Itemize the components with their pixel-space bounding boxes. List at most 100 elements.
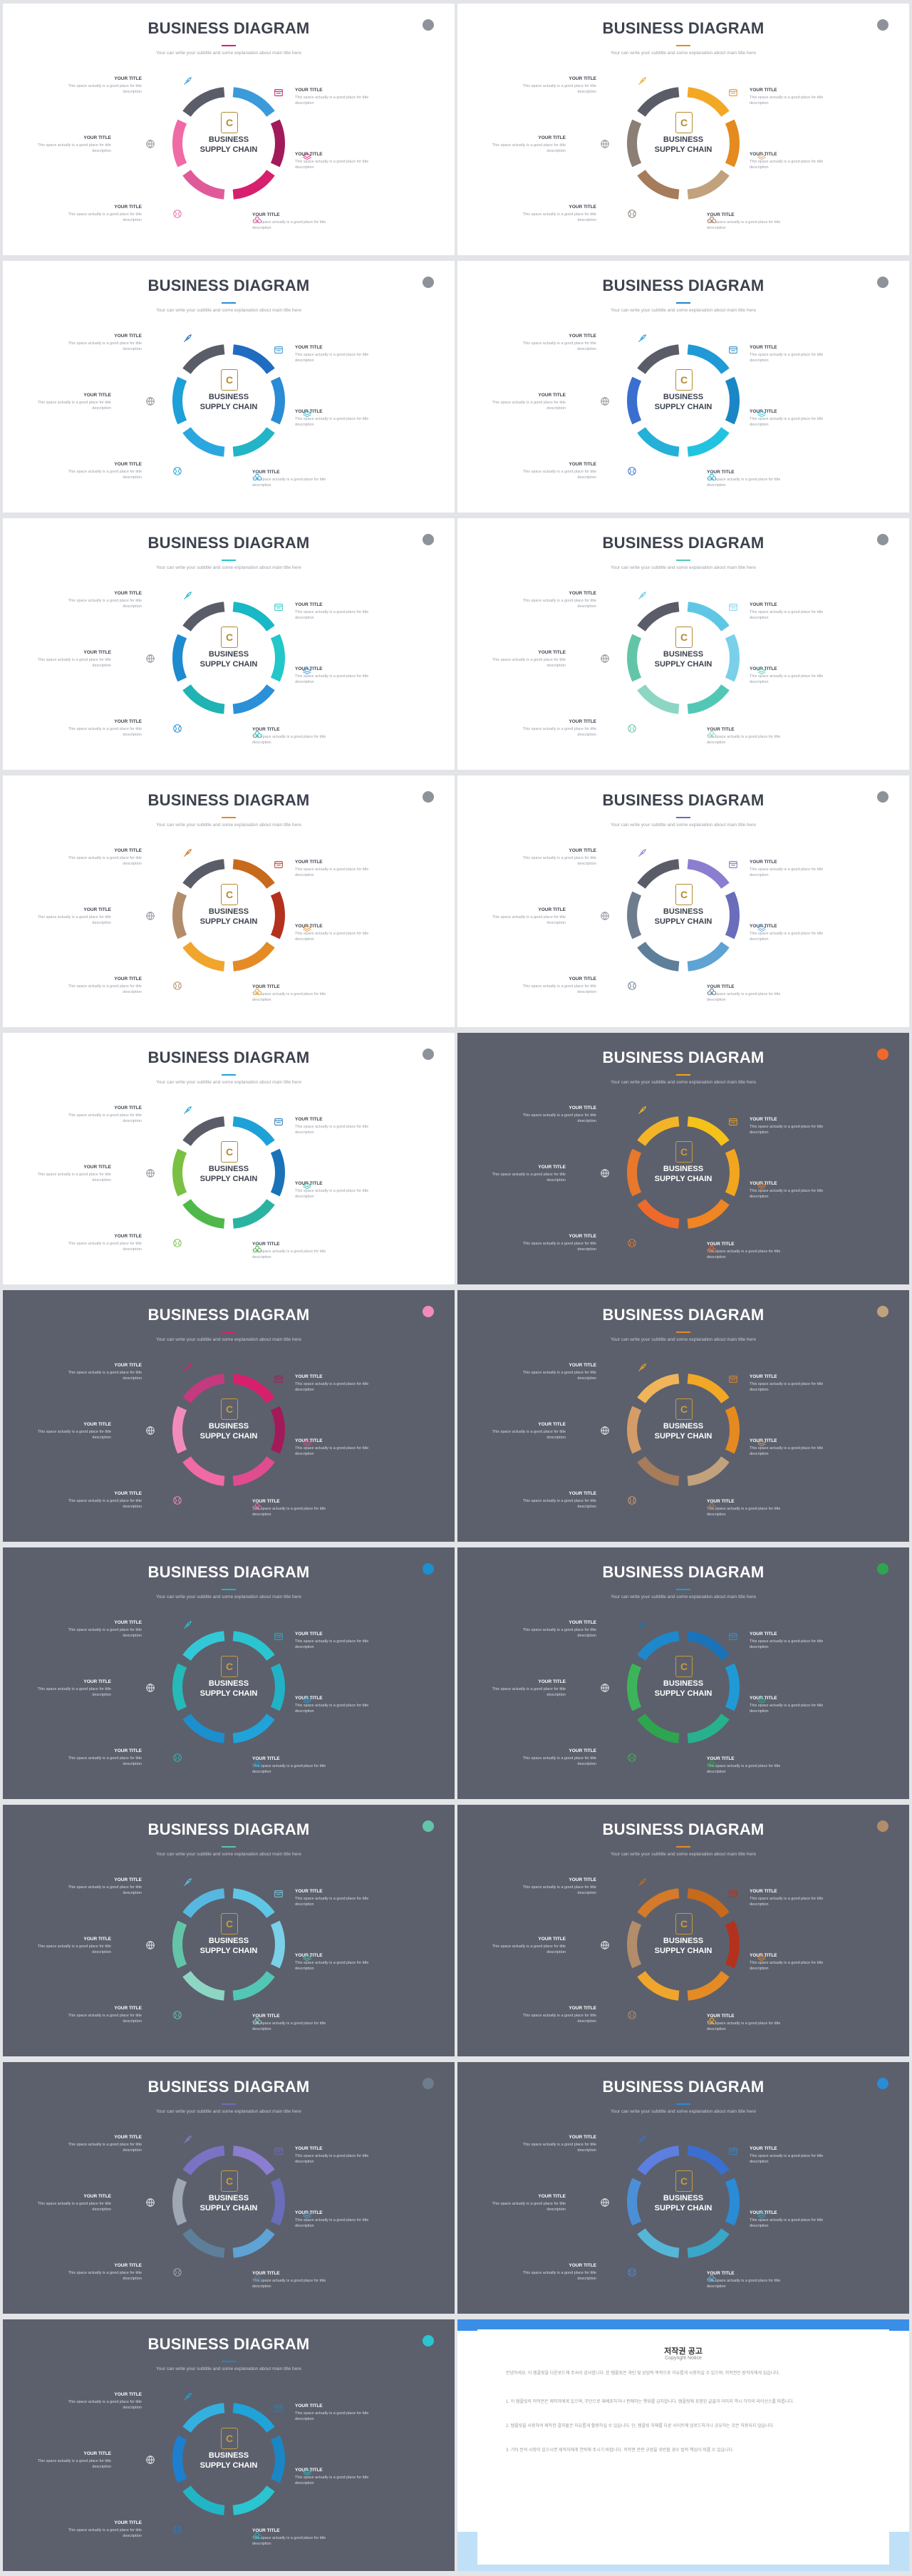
slide-10[interactable]: BUSINESS DIAGRAM Your can write your subt… [457,1033,909,1284]
center-label: BUSINESS SUPPLY CHAIN [172,1421,286,1441]
item-desc-2: This space actually is a good place for … [295,1896,409,1907]
slide-1[interactable]: BUSINESS DIAGRAM Your can write your subt… [3,4,455,255]
item-title-2: YOUR TITLE [750,602,777,607]
center-logo: C [221,2428,238,2449]
center-line-1: BUSINESS [208,1679,249,1688]
slide-5[interactable]: BUSINESS DIAGRAM Your can write your subt… [3,518,455,770]
item-desc-4: This space actually is a good place for … [750,416,864,428]
slide-12[interactable]: BUSINESS DIAGRAM Your can write your subt… [457,1290,909,1542]
item-desc-2: This space actually is a good place for … [295,1639,409,1650]
item-desc-line: This space actually is a good place for … [295,2154,369,2158]
rocket-icon [638,77,646,85]
item-desc-line: description [123,2277,142,2281]
item-desc-line: description [92,2207,111,2212]
slide-14[interactable]: BUSINESS DIAGRAM Your can write your subt… [457,1547,909,1799]
item-desc-line: This space actually is a good place for … [295,1446,369,1451]
item-desc-line: description [750,359,769,363]
slide-11[interactable]: BUSINESS DIAGRAM Your can write your subt… [3,1290,455,1542]
slide-badge [877,1563,888,1575]
item-desc-1: This space actually is a good place for … [489,341,596,352]
slide-8[interactable]: BUSINESS DIAGRAM Your can write your subt… [457,776,909,1027]
browser-icon [274,346,283,354]
item-desc-line: description [123,990,142,994]
center-label: BUSINESS SUPPLY CHAIN [172,2451,286,2471]
slide-3[interactable]: BUSINESS DIAGRAM Your can write your subt… [3,261,455,512]
item-desc-5: This space actually is a good place for … [35,2013,142,2024]
center-logo: C [221,1656,238,1677]
item-desc-6: This space actually is a good place for … [707,1506,821,1518]
slide-2[interactable]: BUSINESS DIAGRAM Your can write your subt… [457,4,909,255]
ring-segment-6 [637,344,680,374]
item-desc-line: This space actually is a good place for … [522,1371,596,1375]
binoculars-icon [707,2275,717,2282]
item-desc-6: This space actually is a good place for … [707,1249,821,1260]
item-title-5: YOUR TITLE [114,1234,142,1239]
slide-17[interactable]: BUSINESS DIAGRAM Your can write your subt… [3,2062,455,2314]
item-desc-line: description [295,1195,314,1199]
item-desc-line: This space actually is a good place for … [522,727,596,731]
slide-15[interactable]: BUSINESS DIAGRAM Your can write your subt… [3,1805,455,2056]
item-desc-line: This space actually is a good place for … [522,599,596,603]
layers-icon [757,1954,767,1962]
slide-subtitle: Your can write your subtitle and some ex… [156,1337,301,1342]
item-title-5: YOUR TITLE [569,719,596,724]
item-title-5: YOUR TITLE [114,719,142,724]
slide-16[interactable]: BUSINESS DIAGRAM Your can write your subt… [457,1805,909,2056]
item-desc-6: This space actually is a good place for … [252,477,366,488]
binoculars-icon [707,989,717,996]
item-desc-line: description [707,483,726,488]
item-title-6: YOUR TITLE [252,984,280,989]
copyright-slide[interactable]: 저작권 공고 Copyright Notice 안녕하세요. 이 템플릿을 다운로드… [457,2319,909,2571]
slide-19[interactable]: BUSINESS DIAGRAM Your can write your subt… [3,2319,455,2571]
item-title-2: YOUR TITLE [750,88,777,93]
browser-icon [729,2148,737,2155]
item-desc-line: This space actually is a good place for … [492,915,566,919]
item-title-6: YOUR TITLE [252,1242,280,1247]
item-title-5: YOUR TITLE [569,2006,596,2011]
slide-title: BUSINESS DIAGRAM [602,277,765,294]
ring-segment-1 [232,87,275,117]
ring-segment-1 [232,1116,275,1146]
ring-segment-4 [182,1971,225,2001]
slide-7[interactable]: BUSINESS DIAGRAM Your can write your subt… [3,776,455,1027]
item-desc-line: This space actually is a good place for … [750,417,824,421]
item-desc-line: description [295,873,314,877]
slide-title: BUSINESS DIAGRAM [602,1820,765,1838]
item-desc-4: This space actually is a good place for … [295,416,409,428]
item-desc-line: description [546,2207,566,2212]
slide-subtitle: Your can write your subtitle and some ex… [611,308,756,313]
notice-paragraph-4: 3. 기타 문의 사항이 있으시면 제작자에게 연락해 주시기 바랍니다. 저작… [506,2448,734,2453]
ring-segment-4 [182,1456,225,1486]
basketball-icon [173,1753,182,1762]
slide-18[interactable]: BUSINESS DIAGRAM Your can write your subt… [457,2062,909,2314]
ring-diagram [172,1374,285,1486]
ring-segment-5 [627,1148,642,1197]
ring-diagram [627,87,740,200]
slide-subtitle: Your can write your subtitle and some ex… [156,1594,301,1599]
item-desc-line: This space actually is a good place for … [37,2202,111,2206]
item-desc-line: description [750,1130,769,1135]
slide-13[interactable]: BUSINESS DIAGRAM Your can write your subt… [3,1547,455,1799]
item-desc-line: description [750,101,769,105]
slide-6[interactable]: BUSINESS DIAGRAM Your can write your subt… [457,518,909,770]
item-desc-line: description [123,218,142,222]
item-title-5: YOUR TITLE [114,2520,142,2525]
browser-icon [274,89,283,96]
item-desc-line: This space actually is a good place for … [295,96,369,100]
basketball-icon [628,982,636,990]
title-underline [222,817,236,818]
ring-segment-2 [270,2178,285,2226]
item-title-5: YOUR TITLE [114,977,142,982]
item-desc-line: description [577,347,596,351]
slide-subtitle: Your can write your subtitle and some ex… [611,51,756,56]
slide-9[interactable]: BUSINESS DIAGRAM Your can write your subt… [3,1033,455,1284]
ring-segment-4 [637,684,680,714]
slide-title: BUSINESS DIAGRAM [147,277,310,294]
item-title-5: YOUR TITLE [569,462,596,467]
item-desc-line: This space actually is a good place for … [68,1371,142,1375]
slide-subtitle: Your can write your subtitle and some ex… [611,1594,756,1599]
item-desc-5: This space actually is a good place for … [35,2528,142,2539]
browser-icon [729,1118,737,1125]
slide-4[interactable]: BUSINESS DIAGRAM Your can write your subt… [457,261,909,512]
item-desc-line: description [577,475,596,480]
